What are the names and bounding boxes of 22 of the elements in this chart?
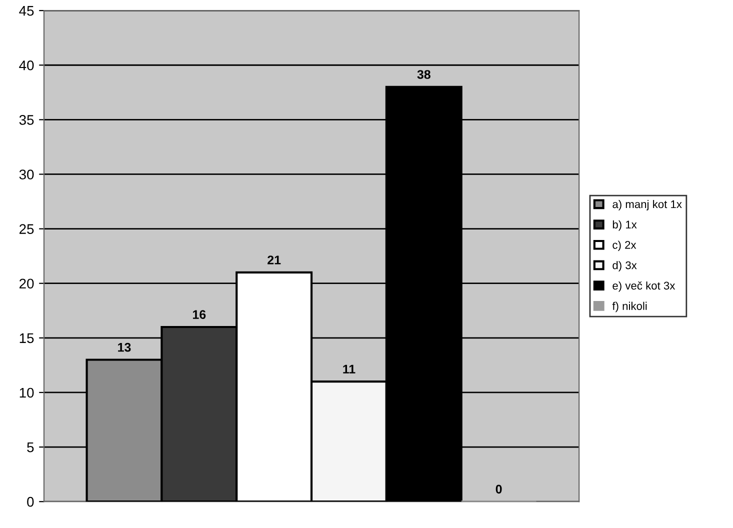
y-tick-label: 5 <box>27 442 34 452</box>
data-label: 11 <box>343 364 356 374</box>
legend-label: d) 3x <box>612 261 637 272</box>
y-tick-label: 20 <box>20 278 34 289</box>
y-tick-label: 0 <box>27 496 34 507</box>
data-label: 0 <box>496 484 502 494</box>
legend-label: c) 2x <box>612 240 636 252</box>
legend-label: e) več kot 3x <box>612 281 676 292</box>
data-label: 38 <box>417 70 430 79</box>
legend-label: f) nikoli <box>612 302 647 312</box>
y-tick-label: 45 <box>19 6 34 16</box>
legend-label: a) manj kot 1x <box>612 200 682 210</box>
y-tick-label: 30 <box>19 170 34 180</box>
y-tick-label: 15 <box>20 333 34 344</box>
y-tick-label: 40 <box>19 60 34 70</box>
data-label: 13 <box>118 342 131 352</box>
y-tick-label: 25 <box>20 224 34 234</box>
data-label: 21 <box>268 256 281 264</box>
y-tick-label: 10 <box>20 388 34 398</box>
legend-label: b) 1x <box>612 220 637 231</box>
data-label: 16 <box>192 310 206 319</box>
y-tick-label: 35 <box>19 115 34 125</box>
